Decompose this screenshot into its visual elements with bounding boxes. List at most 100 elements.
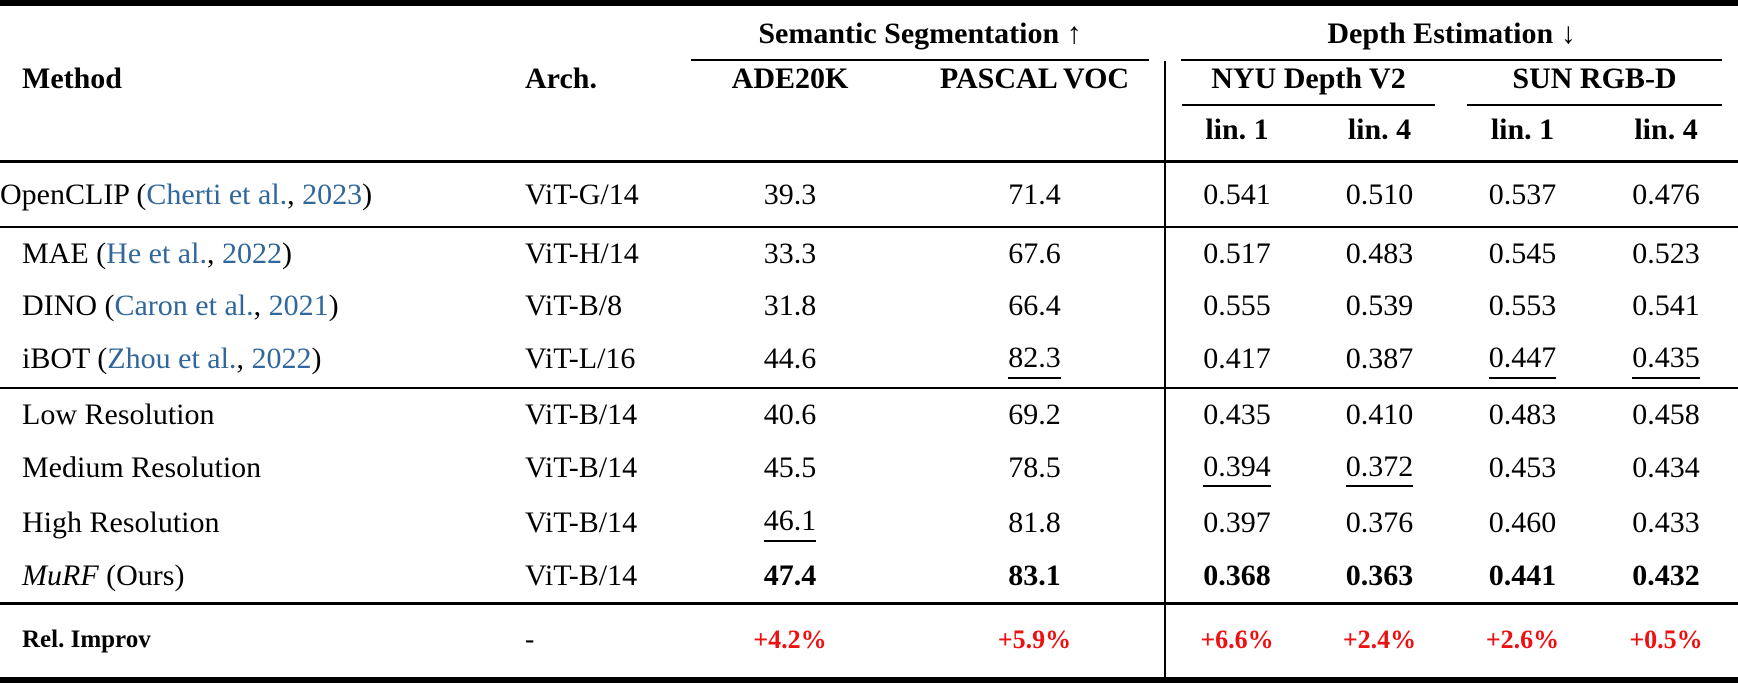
underlined-value: 0.447 [1488, 342, 1557, 379]
pascal-voc-value: 78.5 [1008, 450, 1061, 484]
sun-lin4-value: 0.541 [1632, 289, 1700, 323]
nyu-lin4-value: 0.539 [1345, 289, 1414, 323]
semantic-segmentation-label: Semantic Segmentation ↑ [691, 16, 1149, 61]
arch-cell: - [525, 624, 535, 656]
column-header-method: Method [22, 62, 122, 95]
sun-lin4-value: 0.434 [1632, 450, 1700, 484]
depth-estimation-label: Depth Estimation ↓ [1181, 16, 1723, 61]
sun-lin4-value: 0.476 [1632, 177, 1700, 211]
ade20k-value: 31.8 [763, 289, 817, 323]
underlined-value: 0.372 [1345, 451, 1414, 488]
table-row-openclip: OpenCLIP (Cherti et al., 2023) ViT-G/14 … [0, 161, 1738, 228]
method-name-suffix: ) [328, 289, 339, 323]
group-header-semantic-segmentation: Semantic Segmentation ↑ [675, 3, 1165, 61]
sun-lin1-value: 0.553 [1488, 289, 1557, 323]
subcolumn-spacer [675, 106, 905, 162]
sun-lin4-improvement: +0.5% [1629, 625, 1703, 655]
method-cell: DINO (Caron et al., 2021) [0, 280, 525, 332]
column-header-arch: Arch. [525, 62, 597, 95]
subcolumn-header-row: lin. 1 lin. 4 lin. 1 lin. 4 [0, 106, 1738, 162]
ade20k-value: 39.3 [763, 177, 817, 211]
column-header-pascal-voc: PASCAL VOC [939, 62, 1130, 95]
underlined-value: 0.394 [1203, 451, 1271, 488]
nyu-lin4-value: 0.510 [1345, 177, 1414, 211]
method-name: OpenCLIP ( [0, 177, 147, 211]
table-header: Semantic Segmentation ↑ Depth Estimation… [0, 3, 1738, 162]
citation-link[interactable]: Cherti et al. [146, 177, 288, 211]
nyu-lin1-value: 0.517 [1164, 227, 1308, 281]
nyu-lin1-improvement: +6.6% [1164, 603, 1308, 680]
sun-lin1-improvement: +2.6% [1485, 625, 1560, 655]
method-cell: OpenCLIP (Cherti et al., 2023) [0, 162, 525, 228]
table-body: OpenCLIP (Cherti et al., 2023) ViT-G/14 … [0, 161, 1738, 680]
citation-separator: , [236, 342, 252, 376]
arch-cell: ViT-B/8 [525, 289, 623, 323]
citation-separator: , [206, 237, 222, 271]
pascal-voc-value: 67.6 [1008, 237, 1061, 271]
method-name: DINO ( [22, 289, 115, 323]
nyu-lin1-value: 0.417 [1164, 332, 1308, 388]
subcolumn-nyu-lin1: lin. 1 [1164, 106, 1308, 162]
method-name: (Ours) [98, 558, 185, 592]
pascal-voc-value: 81.8 [1008, 505, 1061, 539]
group-header-depth-estimation: Depth Estimation ↓ [1165, 3, 1738, 61]
sun-lin4-value: 0.458 [1632, 397, 1700, 431]
method-cell: iBOT (Zhou et al., 2022) [0, 332, 525, 388]
method-name: High Resolution [22, 505, 220, 539]
underlined-value: 82.3 [1008, 342, 1061, 379]
arch-cell: ViT-G/14 [525, 177, 639, 211]
subcolumn-spacer [525, 106, 675, 162]
subcolumn-sun-lin4: lin. 4 [1634, 113, 1698, 146]
nyu-lin1-value: 0.397 [1164, 495, 1308, 550]
nyu-lin4-value: 0.387 [1345, 342, 1414, 376]
table-row-medium-resolution: Medium Resolution ViT-B/14 45.5 78.5 0.3… [0, 440, 1738, 496]
table-row-mae: MAE (He et al., 2022) ViT-H/14 33.3 67.6… [0, 227, 1738, 281]
arch-cell: ViT-B/14 [525, 505, 638, 539]
arch-cell: ViT-B/14 [525, 397, 638, 431]
table-row-murf-ours: MuRF (Ours) ViT-B/14 47.4 83.1 0.368 0.3… [0, 549, 1738, 604]
nyu-lin1-value: 0.541 [1164, 161, 1308, 228]
nyu-lin4-value: 0.372 [1308, 441, 1451, 496]
column-header-nyu-depth-v2: NYU Depth V2 [1164, 61, 1451, 106]
method-name-suffix: ) [311, 342, 322, 376]
sun-lin1-value: 0.545 [1488, 237, 1557, 271]
method-cell: Medium Resolution [0, 441, 525, 496]
subcolumn-nyu-lin4: lin. 4 [1347, 113, 1412, 146]
method-name: Medium Resolution [22, 450, 262, 484]
nyu-lin4-value: 0.363 [1345, 558, 1414, 592]
column-header-ade20k: ADE20K [731, 62, 849, 95]
nyu-lin1-value: 0.368 [1164, 549, 1308, 604]
citation-year-link[interactable]: 2023 [302, 177, 363, 211]
citation-link[interactable]: Zhou et al. [107, 342, 237, 376]
citation-link[interactable]: He et al. [106, 237, 207, 271]
citation-link[interactable]: Caron et al. [114, 289, 254, 323]
table-row-high-resolution: High Resolution ViT-B/14 46.1 81.8 0.397… [0, 495, 1738, 550]
method-cell: Low Resolution [0, 388, 525, 441]
citation-year-link[interactable]: 2022 [251, 342, 312, 376]
ade20k-value: 40.6 [763, 397, 817, 431]
sun-lin4-value: 0.432 [1632, 558, 1700, 592]
nyu-lin1-value: 0.435 [1164, 387, 1308, 441]
subcolumn-sun-lin1: lin. 1 [1490, 113, 1555, 146]
column-header-row: Method Arch. ADE20K PASCAL VOC NYU Depth… [0, 61, 1738, 106]
underlined-value: 46.1 [763, 505, 817, 542]
citation-year-link[interactable]: 2022 [221, 237, 282, 271]
rel-improv-label: Rel. Improv [22, 625, 151, 653]
arch-cell: ViT-L/16 [525, 342, 636, 376]
nyu-lin4-improvement: +2.4% [1342, 625, 1417, 655]
sun-lin1-value: 0.537 [1488, 177, 1557, 211]
citation-year-link[interactable]: 2021 [268, 289, 329, 323]
pascal-voc-value: 83.1 [1008, 558, 1061, 592]
table-row-relative-improvement: Rel. Improv - +4.2% +5.9% +6.6% +2.4% +2… [0, 603, 1738, 680]
group-header-spacer [0, 3, 675, 61]
pascal-voc-value: 66.4 [1008, 289, 1061, 323]
method-cell: MAE (He et al., 2022) [0, 227, 525, 280]
sun-lin4-value: 0.435 [1594, 332, 1738, 388]
subcolumn-spacer [905, 106, 1165, 162]
table-row-low-resolution: Low Resolution ViT-B/14 40.6 69.2 0.435 … [0, 387, 1738, 441]
ade20k-value: 44.6 [763, 342, 817, 376]
method-name-suffix: ) [281, 237, 292, 271]
arch-cell: ViT-H/14 [525, 237, 639, 271]
sun-lin1-value: 0.447 [1451, 332, 1594, 388]
